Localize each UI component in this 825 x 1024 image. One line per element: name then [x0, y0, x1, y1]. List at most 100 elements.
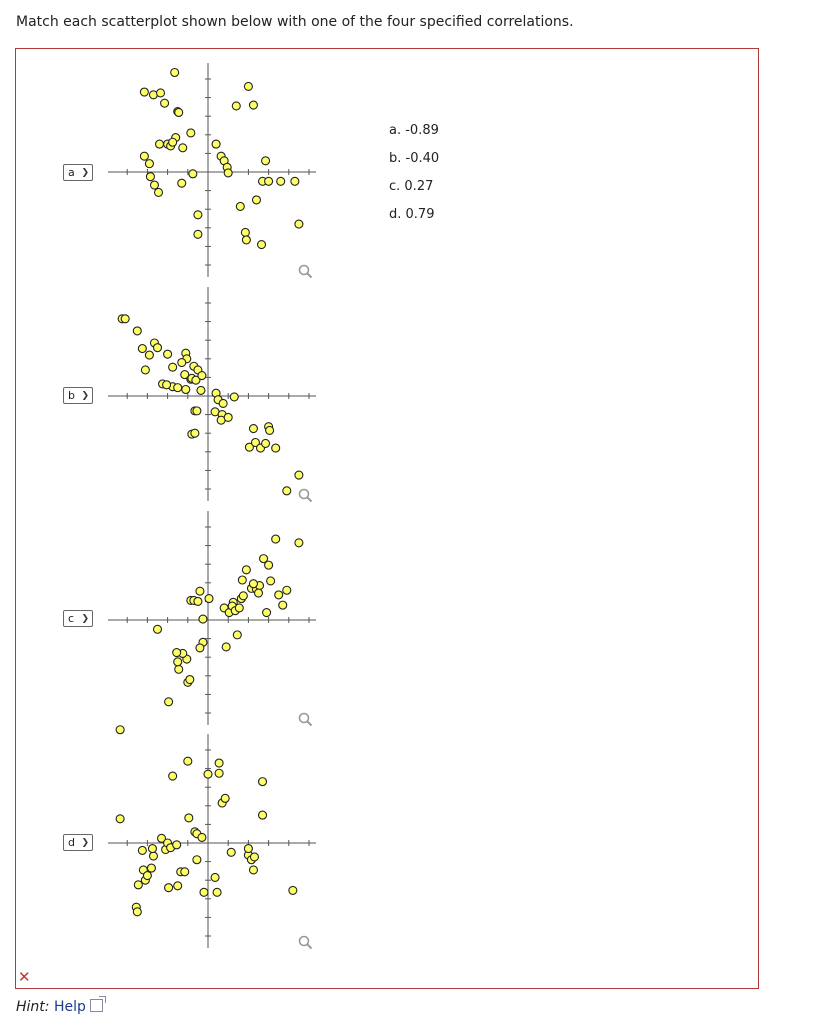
- external-link-icon: [89, 996, 106, 1012]
- chevron-down-icon: ❯: [81, 838, 89, 848]
- scatterplot-d: [108, 734, 336, 959]
- chevron-down-icon: ❯: [81, 168, 89, 178]
- scatter-point: [139, 87, 149, 97]
- scatter-point: [180, 370, 190, 380]
- help-link-text: Help: [53, 999, 86, 1015]
- scatter-point: [170, 67, 180, 78]
- scatter-point: [177, 178, 187, 188]
- scatter-point: [152, 343, 163, 353]
- select-value: d: [68, 836, 75, 849]
- scatter-point: [248, 579, 258, 589]
- scatter-point: [155, 88, 166, 98]
- scatter-point: [237, 575, 247, 585]
- scatterplot-a: [108, 63, 336, 288]
- scatter-point: [193, 229, 203, 239]
- scatter-point: [115, 814, 125, 824]
- scatter-point: [140, 365, 150, 375]
- scatter-point: [223, 412, 233, 422]
- scatter-point: [132, 907, 142, 917]
- select-value: c: [68, 612, 75, 625]
- correlation-options: a. -0.89 b. -0.40 c. 0.27 d. 0.79: [389, 117, 439, 229]
- scatter-point: [186, 128, 196, 138]
- hint: Hint: Help: [16, 996, 106, 1015]
- scatter-point: [278, 600, 288, 610]
- scatter-point: [178, 143, 188, 153]
- scatter-point: [218, 398, 228, 408]
- scatter-point: [231, 101, 241, 111]
- scatter-point: [168, 362, 178, 372]
- scatter-point: [195, 586, 205, 596]
- scatter-point: [251, 195, 262, 205]
- scatter-point: [115, 725, 125, 735]
- scatter-point: [193, 596, 203, 606]
- scatter-point: [188, 169, 198, 179]
- scatter-point: [196, 385, 206, 395]
- scatter-point: [147, 844, 158, 854]
- correlation-select-3[interactable]: c ❯: [63, 610, 93, 627]
- scatter-point: [173, 657, 183, 667]
- scatter-point: [198, 614, 208, 624]
- scatter-point: [180, 867, 190, 877]
- scatter-point: [199, 887, 209, 897]
- scatter-point: [197, 370, 207, 381]
- scatter-point: [164, 697, 174, 707]
- scatter-point: [259, 554, 269, 564]
- scatter-point: [271, 443, 281, 453]
- scatter-point: [133, 880, 143, 890]
- scatter-point: [288, 885, 298, 895]
- scatter-point: [156, 833, 167, 843]
- scatter-point: [177, 357, 187, 368]
- scatter-point: [243, 844, 253, 854]
- scatter-point: [274, 590, 284, 600]
- correlation-select-2[interactable]: b ❯: [63, 387, 93, 404]
- magnifier-icon[interactable]: [298, 488, 313, 503]
- scatter-point: [137, 344, 147, 354]
- scatter-point: [149, 180, 160, 190]
- scatter-point: [232, 630, 242, 640]
- option-a: a. -0.89: [389, 123, 439, 138]
- scatter-point: [163, 349, 173, 359]
- scatter-point: [271, 534, 281, 544]
- scatter-point: [191, 375, 201, 385]
- scatter-point: [181, 384, 191, 395]
- scatter-point: [195, 643, 205, 653]
- scatter-point: [120, 314, 130, 324]
- scatter-point: [248, 100, 258, 110]
- scatter-point: [241, 565, 251, 575]
- scatter-point: [282, 585, 292, 595]
- scatter-point: [250, 437, 261, 448]
- scatterplot-b: [108, 287, 336, 512]
- correlation-select-1[interactable]: a ❯: [63, 164, 93, 181]
- magnifier-icon[interactable]: [298, 712, 313, 727]
- magnifier-icon[interactable]: [298, 264, 313, 279]
- scatter-point: [183, 756, 193, 766]
- scatter-point: [173, 383, 183, 393]
- scatter-point: [256, 239, 267, 250]
- scatter-point: [154, 139, 165, 149]
- scatter-point: [146, 863, 156, 873]
- scatter-point: [164, 883, 174, 893]
- scatter-point: [168, 137, 178, 147]
- scatter-point: [241, 235, 251, 245]
- select-value: a: [68, 166, 75, 179]
- scatter-point: [294, 219, 304, 229]
- scatter-point: [204, 594, 214, 604]
- scatter-point: [249, 852, 260, 862]
- scatter-point: [203, 769, 213, 779]
- scatter-point: [214, 768, 224, 778]
- scatterplot-svg: [108, 63, 316, 279]
- scatter-point: [148, 851, 159, 861]
- scatter-point: [210, 872, 220, 882]
- magnifier-icon[interactable]: [298, 935, 313, 950]
- scatter-point: [162, 380, 172, 390]
- question-text: Match each scatterplot shown below with …: [16, 14, 574, 30]
- scatter-point: [264, 176, 274, 186]
- scatter-point: [190, 428, 200, 438]
- scatter-point: [214, 758, 224, 768]
- scatter-point: [137, 845, 147, 855]
- scatter-point: [192, 855, 202, 865]
- scatterplot-c: [108, 511, 336, 736]
- help-link[interactable]: Help: [53, 996, 106, 1015]
- scatter-point: [174, 107, 184, 118]
- correlation-select-4[interactable]: d ❯: [63, 834, 93, 851]
